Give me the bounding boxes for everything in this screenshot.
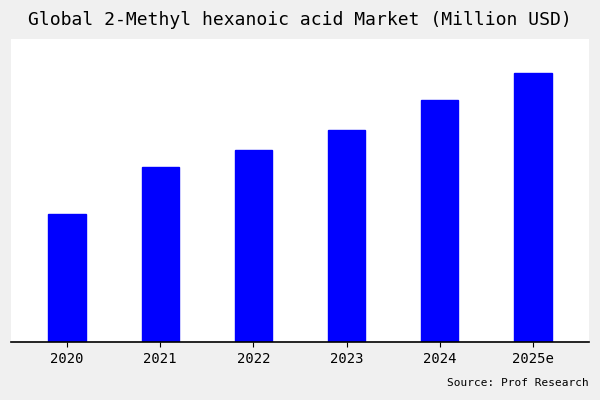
Bar — [421, 100, 458, 342]
Bar — [142, 167, 179, 342]
Title: Global 2-Methyl hexanoic acid Market (Million USD): Global 2-Methyl hexanoic acid Market (Mi… — [28, 11, 572, 29]
Bar — [235, 150, 272, 342]
Bar — [328, 130, 365, 342]
Bar — [514, 73, 551, 342]
Text: Source: Prof Research: Source: Prof Research — [447, 378, 589, 388]
Bar — [49, 214, 86, 342]
